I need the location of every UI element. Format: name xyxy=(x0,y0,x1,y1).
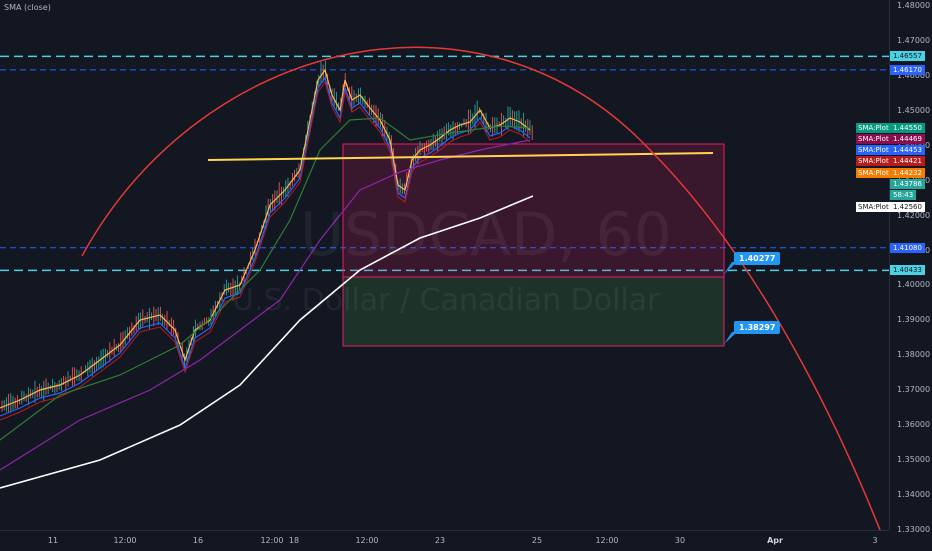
sma-line xyxy=(0,117,531,441)
time-tick: 12:00 xyxy=(260,536,284,545)
price-tick: 1.35000 xyxy=(897,455,931,465)
sma-price-label: 1.44453 xyxy=(890,145,925,155)
price-tick: 1.33000 xyxy=(897,525,931,534)
sma-price-label: 1.44550 xyxy=(890,123,925,133)
level-price-label: 1.46170 xyxy=(890,64,925,75)
time-tick: 12:00 xyxy=(355,536,379,545)
sma-plot-tag: SMA:Plot xyxy=(856,202,891,212)
time-tick: 18 xyxy=(288,536,300,545)
sma-line xyxy=(0,68,531,409)
sma-line xyxy=(0,139,531,471)
price-tick: 1.34000 xyxy=(897,490,931,500)
sma-plot-tag: SMA:Plot xyxy=(856,168,891,178)
time-tick: 16 xyxy=(192,536,204,545)
countdown-label: 58:43 xyxy=(890,190,917,200)
time-tick: Apr xyxy=(767,536,783,545)
horizontal-levels xyxy=(0,55,889,272)
sma-price-label: 1.44232 xyxy=(890,168,925,178)
sma-price-label: 1.44469 xyxy=(890,134,925,144)
price-tick: 1.42000 xyxy=(897,210,931,220)
sma-plot-tag: SMA:Plot xyxy=(856,156,891,166)
target-price-callout: 1.38297 xyxy=(734,321,781,334)
price-tick: 1.40000 xyxy=(897,280,931,290)
price-tick: 1.46000 xyxy=(897,70,931,80)
sma-plot-tag: SMA:Plot xyxy=(856,123,891,133)
take-profit-zone[interactable] xyxy=(342,276,725,347)
parabolic-arc[interactable] xyxy=(81,46,881,531)
entry-callout-pointer xyxy=(724,262,737,274)
sma-price-label: 1.42560 xyxy=(890,202,925,212)
price-tick: 1.39000 xyxy=(897,315,931,325)
time-tick: 11 xyxy=(47,536,59,545)
time-tick: 12:00 xyxy=(595,536,619,545)
indicator-title[interactable]: SMA (close) xyxy=(4,3,51,12)
sma-plot-tag: SMA:Plot xyxy=(856,134,891,144)
price-tick: 1.38000 xyxy=(897,350,931,360)
entry-price-callout: 1.40277 xyxy=(734,252,781,265)
sma-line xyxy=(0,76,531,417)
time-tick: 25 xyxy=(531,536,543,545)
price-tick: 1.36000 xyxy=(897,420,931,430)
level-price-label: 1.40433 xyxy=(890,265,925,276)
price-tick: 1.45000 xyxy=(897,105,931,115)
time-tick: 30 xyxy=(674,536,686,545)
sma-plot-tag: SMA:Plot xyxy=(856,145,891,155)
level-price-label: 1.41080 xyxy=(890,242,925,253)
time-tick: 23 xyxy=(434,536,446,545)
sma-line xyxy=(0,80,531,421)
time-tick: 3 xyxy=(872,536,878,545)
price-tick: 1.37000 xyxy=(897,385,931,395)
price-tick: 1.48000 xyxy=(897,1,931,10)
price-tick: 1.47000 xyxy=(897,35,931,45)
trend-line[interactable] xyxy=(207,152,714,161)
sma-200-line xyxy=(0,195,534,489)
target-callout-pointer xyxy=(724,332,737,344)
level-price-label: 1.46557 xyxy=(890,51,925,62)
last-price-label: 1.43786 xyxy=(890,179,925,189)
sma-lines xyxy=(0,68,534,489)
sma-price-label: 1.44421 xyxy=(890,156,925,166)
time-axis[interactable]: 11 12:00 16 12:00 18 12:00 23 25 12:00 30 Apr 3 xyxy=(0,530,889,551)
symbol-watermark: USDCAD, 60 xyxy=(300,200,672,270)
description-watermark: U.S. Dollar / Canadian Dollar xyxy=(232,283,660,318)
time-tick: 12:00 xyxy=(113,536,137,545)
